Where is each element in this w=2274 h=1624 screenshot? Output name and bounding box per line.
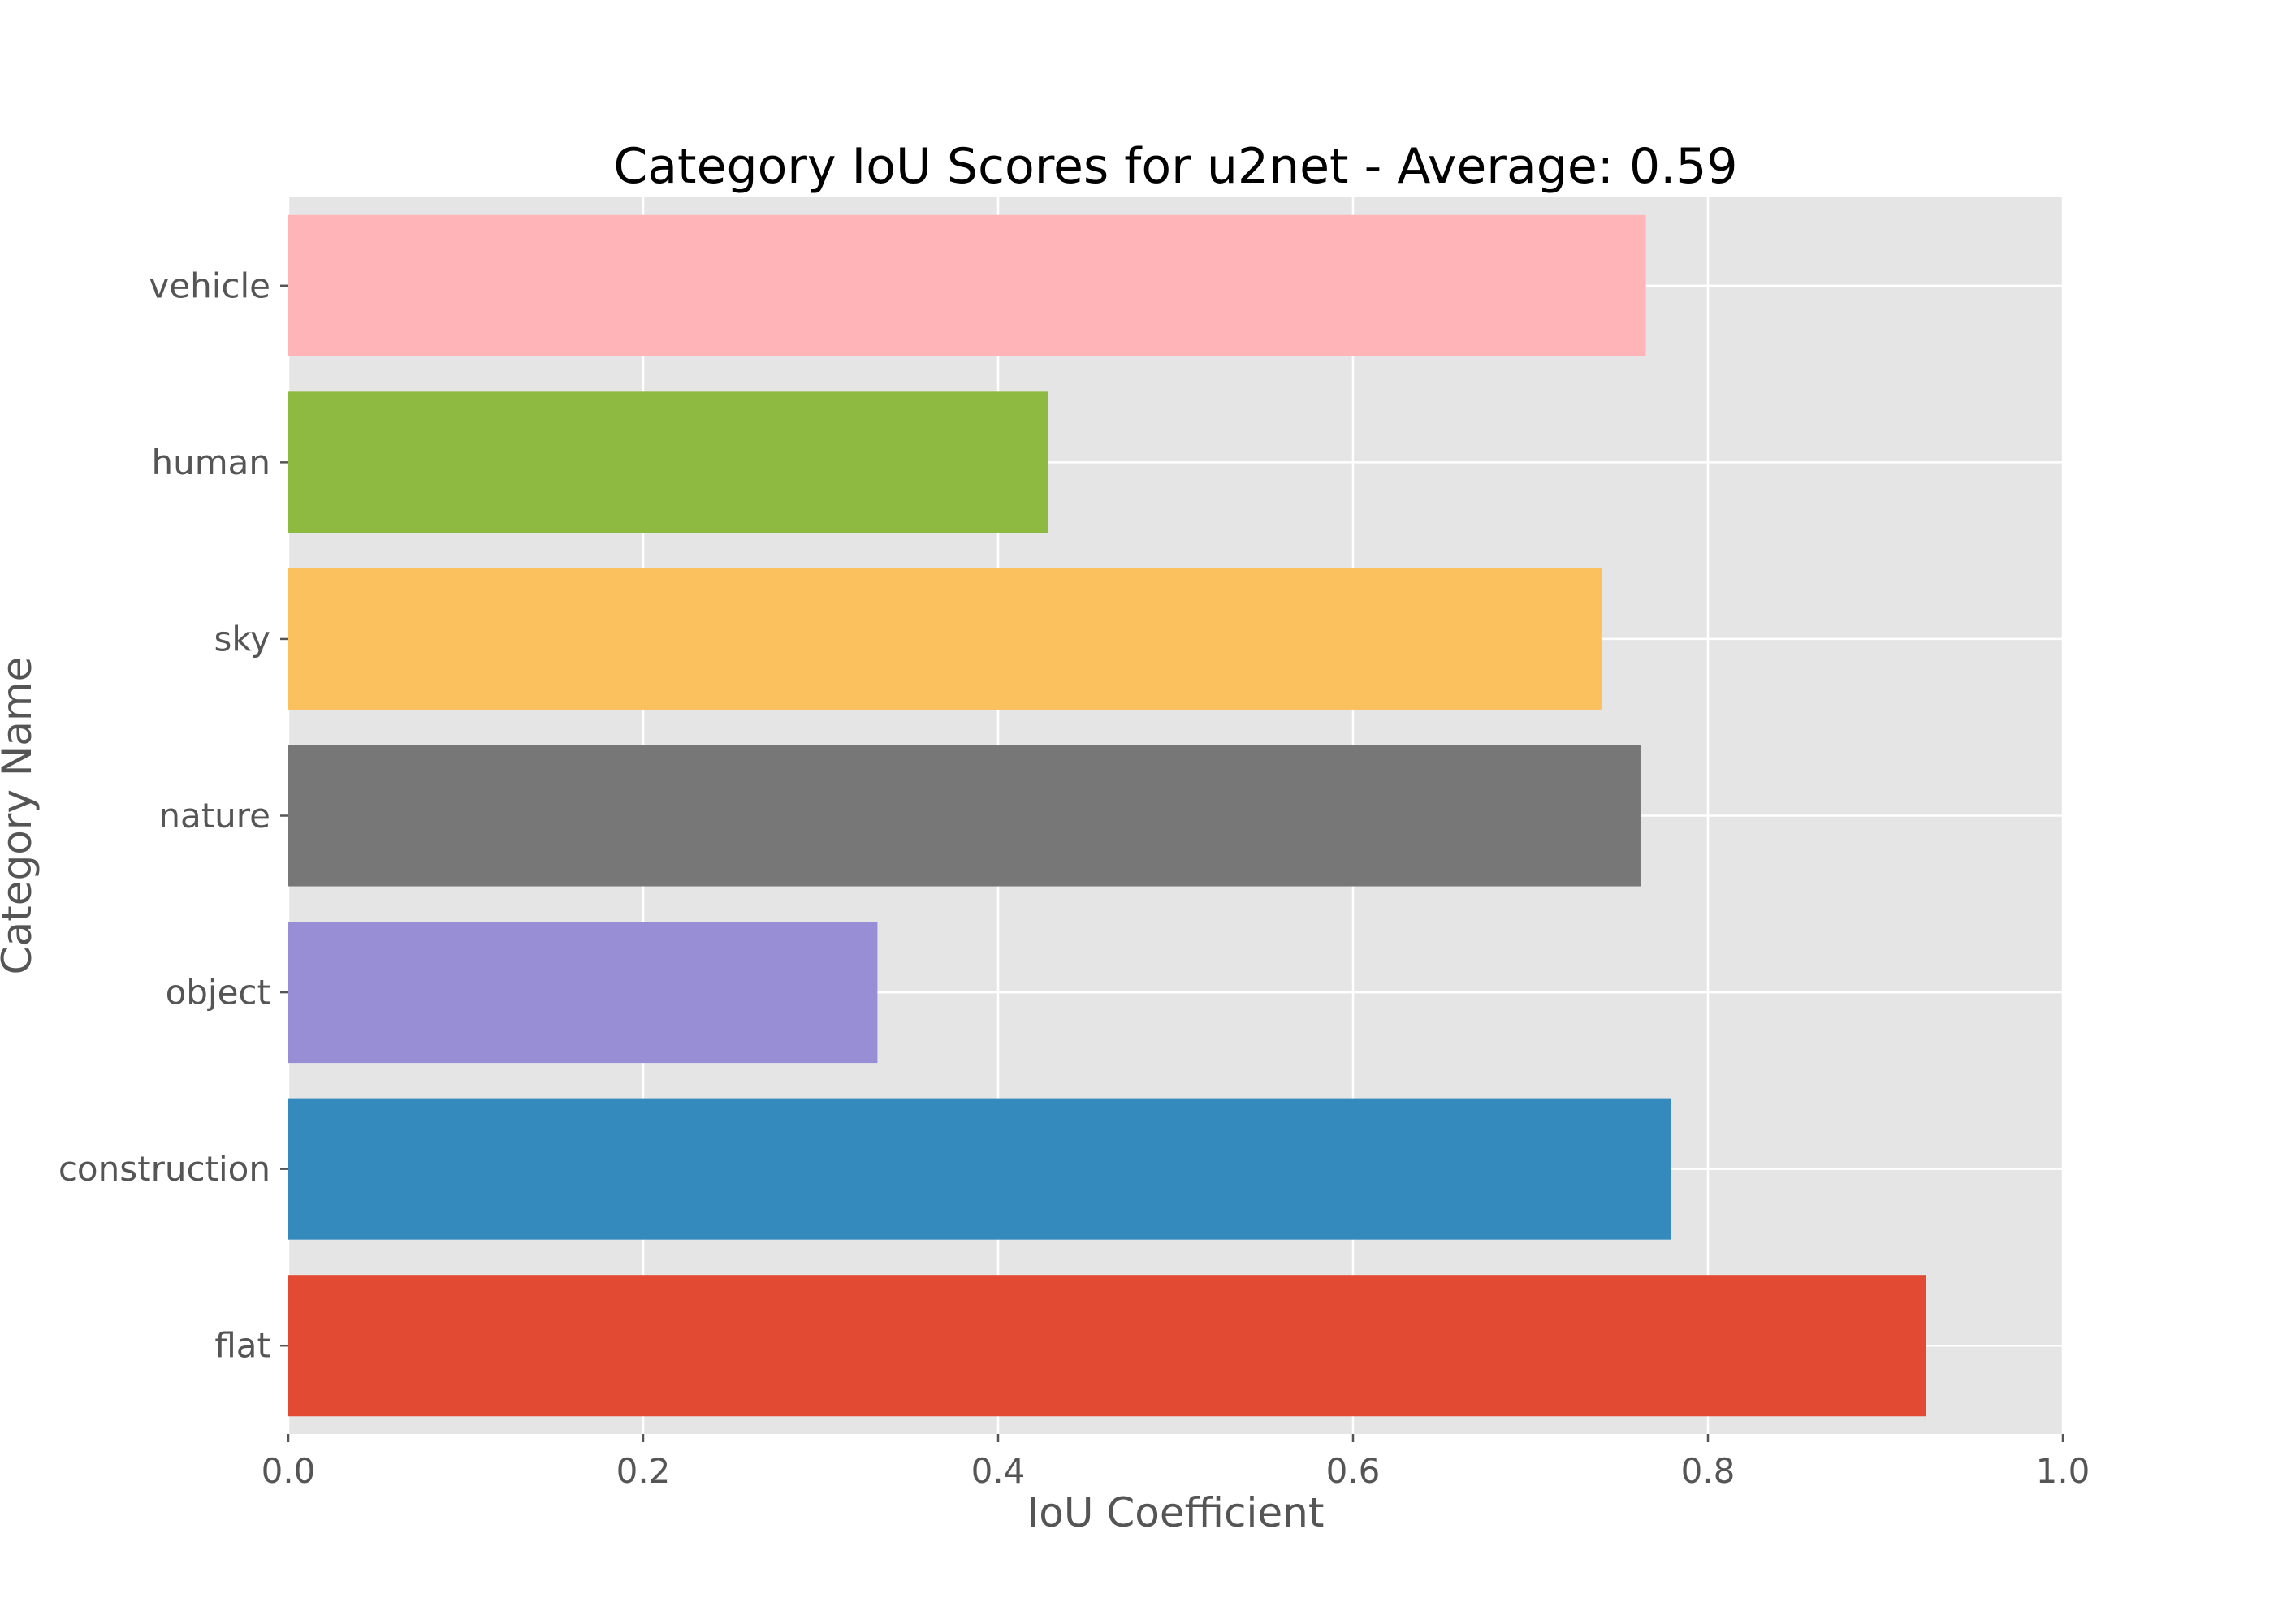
x-tick-label: 0.6: [1326, 1451, 1381, 1491]
bar-human: [288, 391, 1048, 533]
y-tick-label: construction: [58, 1149, 270, 1189]
y-tick-label: nature: [158, 796, 270, 836]
x-tick-label: 0.2: [616, 1451, 671, 1491]
bars: [288, 214, 1926, 1417]
bar-construction: [288, 1098, 1671, 1240]
x-tick-label: 1.0: [2036, 1451, 2090, 1491]
chart-title: Category IoU Scores for u2net - Average:…: [613, 138, 1737, 195]
y-tick-label: object: [166, 973, 270, 1013]
y-axis-ticks: flat construction object nature sky human vehi…: [58, 266, 288, 1366]
y-tick-label: vehicle: [149, 266, 270, 305]
x-tick-label: 0.8: [1681, 1451, 1736, 1491]
bar-sky: [288, 568, 1602, 710]
y-tick-label: human: [151, 443, 270, 482]
bar-vehicle: [288, 214, 1646, 356]
bar-flat: [288, 1275, 1926, 1417]
x-axis-ticks: 0.0 0.2 0.4 0.6 0.8 1.0: [262, 1434, 2090, 1491]
y-tick-label: sky: [214, 619, 270, 659]
x-axis-label: IoU Coefficient: [1027, 1489, 1325, 1536]
bar-object: [288, 922, 878, 1064]
y-tick-label: flat: [214, 1326, 270, 1366]
bar-nature: [288, 745, 1641, 887]
x-tick-label: 0.0: [262, 1451, 316, 1491]
y-axis-label: Category Name: [0, 657, 41, 975]
x-tick-label: 0.4: [971, 1451, 1026, 1491]
